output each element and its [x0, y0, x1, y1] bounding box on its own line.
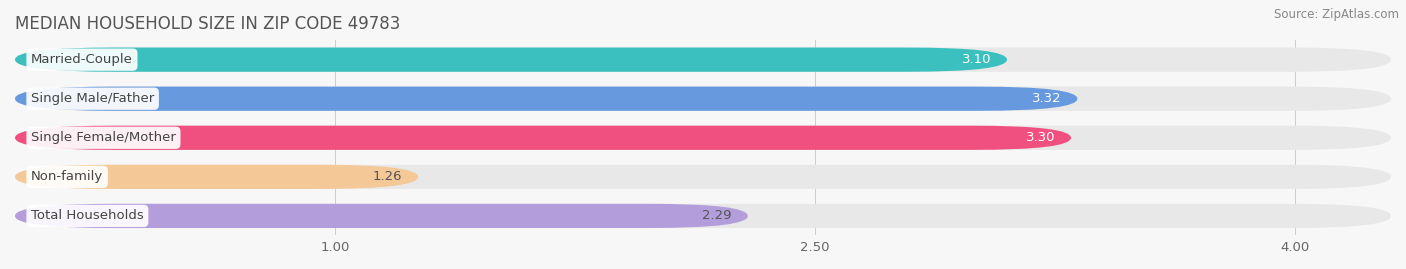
FancyBboxPatch shape [15, 87, 1077, 111]
Text: Total Households: Total Households [31, 209, 143, 222]
Text: Non-family: Non-family [31, 170, 103, 183]
Text: Single Male/Father: Single Male/Father [31, 92, 155, 105]
FancyBboxPatch shape [15, 204, 1391, 228]
Text: 1.26: 1.26 [373, 170, 402, 183]
FancyBboxPatch shape [15, 87, 1391, 111]
FancyBboxPatch shape [15, 165, 1391, 189]
Text: 3.32: 3.32 [1032, 92, 1062, 105]
Text: 2.29: 2.29 [703, 209, 731, 222]
FancyBboxPatch shape [15, 204, 748, 228]
Text: Source: ZipAtlas.com: Source: ZipAtlas.com [1274, 8, 1399, 21]
FancyBboxPatch shape [15, 48, 1391, 72]
FancyBboxPatch shape [15, 48, 1007, 72]
Text: Married-Couple: Married-Couple [31, 53, 134, 66]
FancyBboxPatch shape [15, 126, 1391, 150]
FancyBboxPatch shape [15, 126, 1071, 150]
Text: MEDIAN HOUSEHOLD SIZE IN ZIP CODE 49783: MEDIAN HOUSEHOLD SIZE IN ZIP CODE 49783 [15, 15, 401, 33]
FancyBboxPatch shape [15, 165, 418, 189]
Text: 3.10: 3.10 [962, 53, 991, 66]
Text: 3.30: 3.30 [1025, 131, 1054, 144]
Text: Single Female/Mother: Single Female/Mother [31, 131, 176, 144]
